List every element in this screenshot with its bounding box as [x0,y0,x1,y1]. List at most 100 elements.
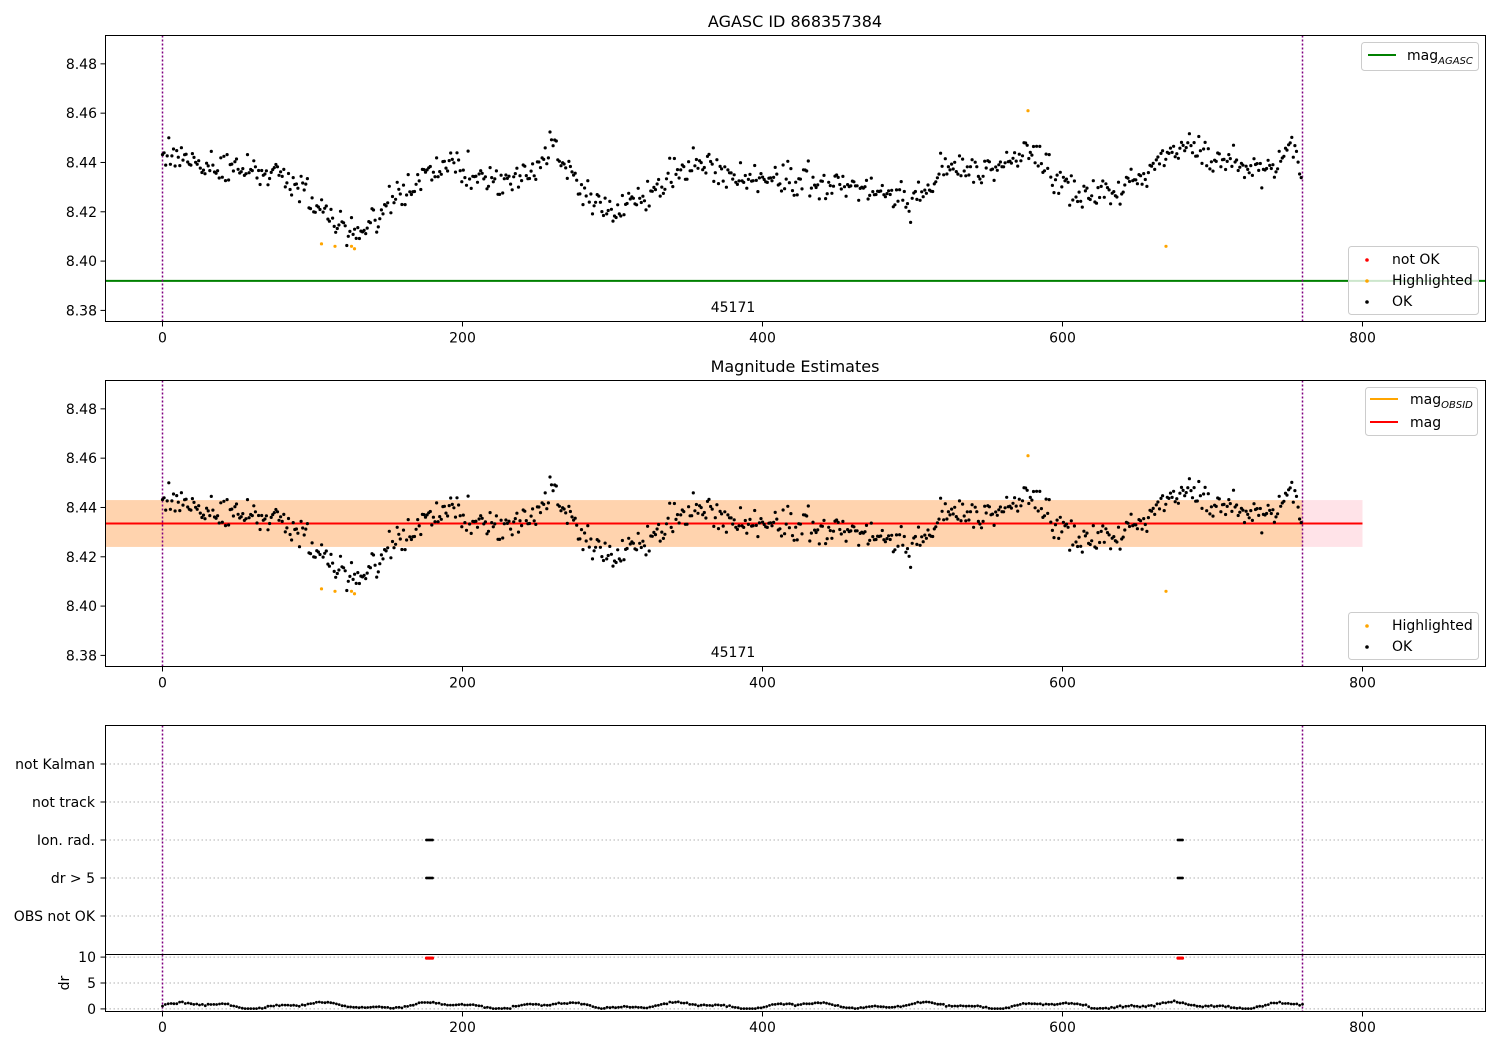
p1-ok-point [1214,159,1218,163]
p2-ok-point [1038,489,1042,493]
legend-highlighted-label: Highlighted [1392,273,1473,289]
p1-ok-point [219,156,223,160]
p2-ytick-label: 8.42 [66,550,97,566]
p2-ok-point [893,548,897,552]
p1-ok-point [638,196,642,200]
p2-ok-point [442,504,446,508]
p1-ok-point [327,219,331,223]
p2-ok-point [223,524,228,528]
p1-ok-point [664,177,669,181]
p2-ok-point [687,505,691,509]
p2-ok-point [245,498,250,502]
p1-ok-point [778,182,782,186]
p1-ok-point [827,180,831,184]
p1-ok-point [1036,164,1040,168]
p2-ok-point [1058,515,1062,519]
p2-ok-point [707,497,711,501]
p2-ok-point [1140,527,1144,531]
p2-ok-point [323,551,327,555]
p1-ok-point [603,196,607,200]
p1-ok-point [269,170,273,174]
p2-ok-point [1269,511,1273,516]
p2-ok-point [1105,531,1110,535]
dr-point [1144,1005,1148,1009]
dr-point [899,1005,902,1009]
p1-ok-point [1118,202,1122,206]
p1-ok-point [1153,167,1157,171]
dr-point [337,1003,341,1006]
dr-point [776,1002,780,1006]
p2-ok-point [691,491,695,495]
p1-ok-point [825,192,829,196]
p2-ok-point [631,541,636,545]
p2-ok-point [653,533,658,537]
p2-ok-point [331,561,335,565]
p1-ok-point [959,174,963,178]
p1-ok-point [507,174,511,178]
dr-point [1172,999,1176,1003]
dr-point [793,1004,797,1008]
p1-ok-point [1116,180,1121,184]
p1-ok-point [1145,184,1149,188]
p1-ok-point [606,208,610,213]
dr-point [1093,1007,1096,1010]
p2-ok-point [178,509,182,513]
p2-ok-point [354,581,358,586]
p1-ok-point [1285,148,1289,152]
p2-ok-point [756,535,760,539]
dr-point [238,1006,241,1009]
p1-ok-point [1290,135,1294,139]
p1-ok-point [1154,158,1158,162]
dr-point [896,1004,900,1008]
p2-ok-point [772,520,776,525]
p1-ok-point [337,223,341,227]
p2-ok-point [765,525,769,530]
dr-point [1227,1004,1230,1008]
dr-xtick-label: 600 [1049,1020,1076,1036]
p2-ok-point [1049,520,1053,524]
dr-point [354,1005,358,1009]
dr-xtick-label: 800 [1349,1020,1376,1036]
p1-ok-point [594,200,598,204]
p1-ok-point [679,168,683,172]
dr-point [1295,1002,1299,1006]
p1-ok-point [1294,149,1299,153]
p1-ok-point [934,180,938,184]
p1-ok-point [179,146,183,150]
p1-ok-point [217,176,221,180]
dr-point [201,1003,204,1006]
p2-ok-point [883,540,888,544]
dr-point [582,1002,586,1006]
p2-ok-point [412,534,417,539]
p1-ok-point [620,193,625,198]
p1-ok-point [888,192,892,197]
p2-ok-point [416,518,420,522]
p1-ok-point [257,168,261,173]
p2-ok-point [378,562,382,566]
p1-ok-point [1246,167,1250,171]
dr-point [708,1004,712,1007]
dr-point [400,1006,404,1010]
p2-ok-point [299,519,303,523]
p1-ok-point [746,177,751,181]
p2-ok-point [953,505,957,509]
p1-ok-point [691,146,695,150]
p2-ok-point [1153,512,1157,517]
dr-point [494,1007,498,1010]
p1-ok-point [663,187,667,191]
p1-highlighted-point [333,244,337,248]
p2-ok-point [1276,512,1280,516]
p1-highlighted-point [1026,109,1030,113]
dr-point [987,1006,991,1010]
p1-ok-point [234,157,239,161]
p1-ok-point [195,162,199,166]
dr-point [762,1005,766,1009]
p2-ok-point [405,538,409,542]
p1-ok-point [611,219,615,223]
p1-ok-point [1094,201,1099,205]
dr-point [625,1005,629,1008]
p2-ok-point [1011,501,1015,505]
p2-ok-point [296,531,300,535]
p2-ok-point [1224,512,1228,517]
dr-point [463,1003,466,1007]
